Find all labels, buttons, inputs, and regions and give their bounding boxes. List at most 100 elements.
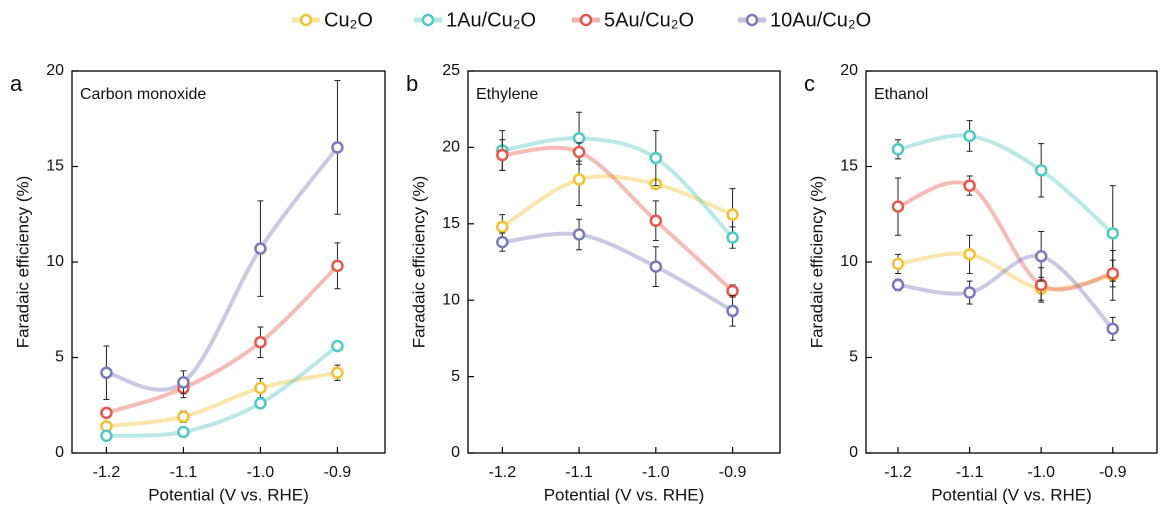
marker bbox=[496, 235, 509, 249]
marker bbox=[254, 335, 267, 349]
marker bbox=[1034, 250, 1048, 263]
marker bbox=[726, 208, 739, 221]
panel-label: a bbox=[10, 71, 23, 96]
marker bbox=[1106, 267, 1120, 280]
x-tick-label: -1.0 bbox=[642, 464, 670, 481]
legend-marker bbox=[745, 13, 759, 27]
marker bbox=[100, 406, 113, 420]
y-tick-label: 20 bbox=[46, 62, 64, 79]
marker bbox=[891, 143, 905, 156]
marker bbox=[496, 148, 509, 162]
marker bbox=[177, 410, 190, 423]
y-tick-label: 10 bbox=[46, 253, 64, 270]
marker bbox=[891, 257, 905, 271]
x-tick-label: -1.0 bbox=[247, 464, 275, 481]
plot-frame bbox=[71, 70, 386, 454]
y-tick-label: 10 bbox=[442, 291, 460, 308]
legend-label: 1Au/Cu₂O bbox=[446, 9, 536, 31]
marker bbox=[1106, 227, 1120, 240]
x-tick-label: -0.9 bbox=[719, 464, 747, 481]
series-line bbox=[897, 253, 1115, 331]
marker bbox=[649, 151, 663, 165]
marker bbox=[100, 429, 113, 443]
marker bbox=[572, 173, 586, 186]
marker bbox=[649, 260, 663, 273]
marker bbox=[963, 248, 976, 261]
marker bbox=[100, 366, 113, 380]
panel-title: Carbon monoxide bbox=[80, 86, 206, 103]
marker bbox=[254, 242, 267, 255]
marker bbox=[177, 425, 190, 439]
marker bbox=[649, 214, 663, 227]
marker bbox=[254, 381, 267, 395]
x-axis-label: Potential (V vs. RHE) bbox=[544, 485, 705, 504]
marker bbox=[1034, 164, 1048, 177]
x-axis-label: Potential (V vs. RHE) bbox=[931, 485, 1092, 504]
legend-marker bbox=[299, 13, 313, 27]
series-line bbox=[501, 136, 735, 239]
y-tick-label: 5 bbox=[849, 349, 858, 366]
series-line bbox=[502, 145, 734, 293]
x-tick-label: -1.2 bbox=[489, 464, 517, 481]
marker bbox=[891, 200, 905, 213]
series-line bbox=[106, 370, 338, 429]
panel-title: Ethanol bbox=[874, 86, 928, 103]
y-tick-label: 20 bbox=[840, 62, 858, 79]
x-tick-label: -1.0 bbox=[1027, 464, 1055, 481]
y-tick-label: 25 bbox=[442, 62, 460, 79]
marker bbox=[572, 131, 586, 145]
x-tick-label: -1.2 bbox=[93, 464, 121, 481]
plot-frame bbox=[865, 70, 1158, 454]
marker bbox=[1106, 322, 1120, 336]
y-tick-label: 5 bbox=[451, 368, 460, 385]
marker bbox=[963, 286, 976, 299]
x-tick-label: -1.1 bbox=[170, 464, 198, 481]
marker bbox=[331, 366, 344, 380]
y-axis-label: Faradaic efficiency (%) bbox=[409, 176, 428, 349]
y-tick-label: 15 bbox=[840, 158, 858, 175]
y-axis-label: Faradaic efficiency (%) bbox=[13, 176, 32, 349]
marker bbox=[177, 376, 190, 389]
y-tick-label: 0 bbox=[55, 444, 64, 461]
series-line bbox=[105, 146, 340, 392]
panel-label: b bbox=[406, 71, 418, 96]
marker bbox=[254, 397, 267, 410]
marker bbox=[572, 145, 586, 159]
legend-label: 5Au/Cu₂O bbox=[604, 9, 694, 31]
marker bbox=[891, 278, 905, 292]
x-tick-label: -1.1 bbox=[565, 464, 593, 481]
y-tick-label: 20 bbox=[442, 139, 460, 156]
series-line bbox=[897, 180, 1114, 292]
marker bbox=[726, 231, 739, 244]
legend-marker bbox=[579, 13, 593, 27]
y-tick-label: 15 bbox=[442, 215, 460, 232]
series-line bbox=[106, 344, 339, 438]
marker bbox=[331, 259, 344, 273]
x-axis-label: Potential (V vs. RHE) bbox=[148, 485, 309, 504]
y-tick-label: 10 bbox=[840, 253, 858, 270]
panel-title: Ethylene bbox=[476, 86, 538, 103]
marker bbox=[331, 339, 344, 353]
series-line bbox=[897, 133, 1115, 235]
marker bbox=[331, 141, 344, 154]
marker bbox=[496, 220, 509, 234]
y-tick-label: 0 bbox=[849, 444, 858, 461]
legend-marker bbox=[421, 13, 435, 27]
series-line bbox=[502, 231, 734, 313]
series-line bbox=[105, 264, 339, 415]
y-axis-label: Faradaic efficiency (%) bbox=[807, 176, 826, 349]
plot-frame bbox=[467, 70, 781, 454]
legend-label: Cu₂O bbox=[324, 9, 373, 31]
marker bbox=[963, 179, 976, 192]
y-tick-label: 15 bbox=[46, 158, 64, 175]
marker bbox=[726, 284, 739, 298]
panel-label: c bbox=[804, 71, 815, 96]
legend-label: 10Au/Cu₂O bbox=[770, 9, 871, 31]
y-tick-label: 0 bbox=[451, 444, 460, 461]
series-line bbox=[897, 251, 1114, 292]
marker bbox=[726, 304, 739, 318]
x-tick-label: -0.9 bbox=[1099, 464, 1127, 481]
x-tick-label: -0.9 bbox=[324, 464, 352, 481]
